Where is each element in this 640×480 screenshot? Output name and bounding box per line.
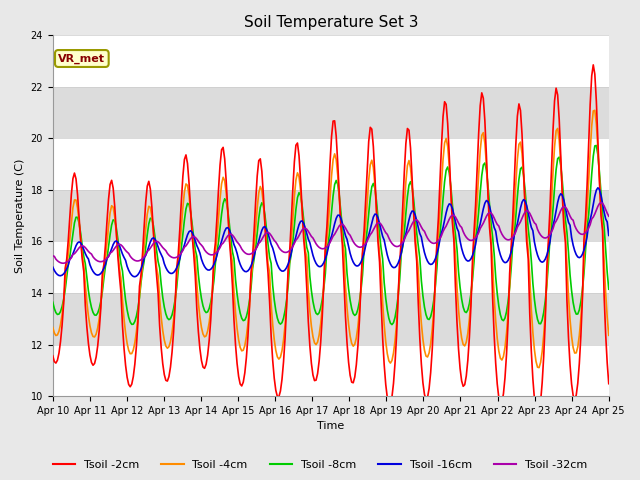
Bar	[52, 345, 609, 396]
Bar	[52, 87, 609, 138]
Bar	[52, 138, 609, 190]
Legend: Tsoil -2cm, Tsoil -4cm, Tsoil -8cm, Tsoil -16cm, Tsoil -32cm: Tsoil -2cm, Tsoil -4cm, Tsoil -8cm, Tsoi…	[48, 456, 592, 474]
Bar	[52, 190, 609, 241]
Bar	[52, 293, 609, 345]
Y-axis label: Soil Temperature (C): Soil Temperature (C)	[15, 158, 25, 273]
Text: VR_met: VR_met	[58, 53, 106, 64]
Bar	[52, 241, 609, 293]
Title: Soil Temperature Set 3: Soil Temperature Set 3	[243, 15, 418, 30]
X-axis label: Time: Time	[317, 421, 344, 432]
Bar	[52, 36, 609, 87]
